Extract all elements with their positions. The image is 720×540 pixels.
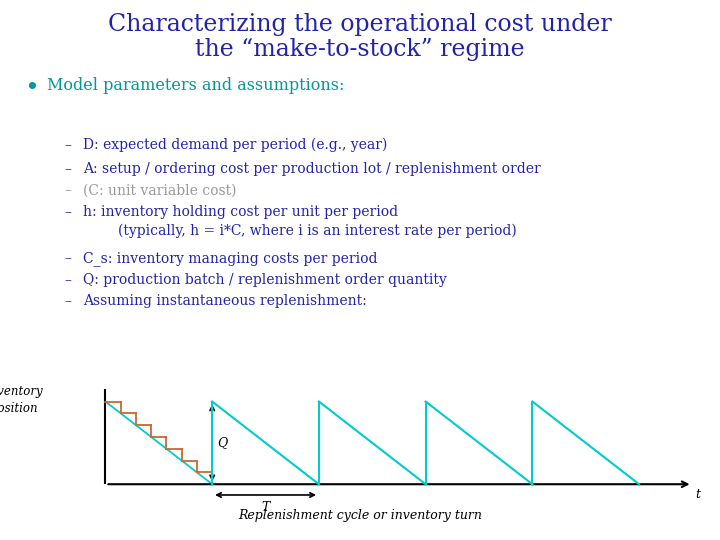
Text: –: – bbox=[65, 162, 72, 176]
Text: A: setup / ordering cost per production lot / replenishment order: A: setup / ordering cost per production … bbox=[83, 162, 541, 176]
Text: C_s: inventory managing costs per period: C_s: inventory managing costs per period bbox=[83, 251, 377, 266]
Text: (typically, h = i*C, where i is an interest rate per period): (typically, h = i*C, where i is an inter… bbox=[83, 224, 516, 239]
Text: T: T bbox=[261, 501, 270, 514]
Text: Assuming instantaneous replenishment:: Assuming instantaneous replenishment: bbox=[83, 294, 366, 308]
Text: D: expected demand per period (e.g., year): D: expected demand per period (e.g., yea… bbox=[83, 138, 387, 152]
Text: –: – bbox=[65, 184, 72, 198]
Text: (C: unit variable cost): (C: unit variable cost) bbox=[83, 184, 236, 198]
Text: Q: Q bbox=[217, 436, 228, 449]
Text: Replenishment cycle or inventory turn: Replenishment cycle or inventory turn bbox=[238, 509, 482, 522]
Text: the “make-to-stock” regime: the “make-to-stock” regime bbox=[195, 38, 525, 61]
Text: –: – bbox=[65, 294, 72, 308]
Text: –: – bbox=[65, 251, 72, 265]
Text: Model parameters and assumptions:: Model parameters and assumptions: bbox=[47, 77, 344, 93]
Text: Characterizing the operational cost under: Characterizing the operational cost unde… bbox=[108, 14, 612, 37]
Text: –: – bbox=[65, 273, 72, 287]
Text: –: – bbox=[65, 138, 72, 152]
Text: •: • bbox=[25, 78, 38, 97]
Text: Q: production batch / replenishment order quantity: Q: production batch / replenishment orde… bbox=[83, 273, 446, 287]
Text: h: inventory holding cost per unit per period: h: inventory holding cost per unit per p… bbox=[83, 205, 398, 219]
Text: t: t bbox=[696, 488, 701, 501]
Text: –: – bbox=[65, 205, 72, 219]
Text: Inventory
position: Inventory position bbox=[0, 384, 43, 415]
